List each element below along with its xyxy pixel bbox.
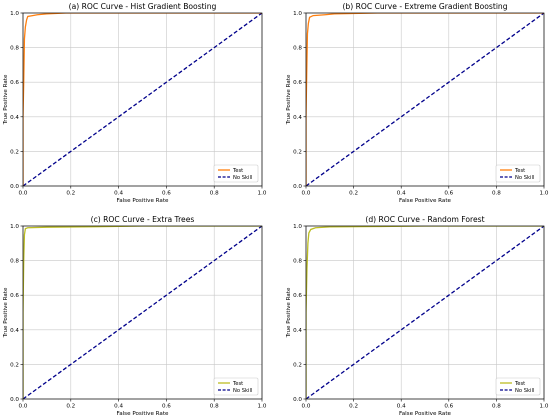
x-tick-label: 1.0	[258, 191, 267, 197]
x-axis-label: False Positive Rate	[117, 411, 170, 417]
y-tick-label: 0.2	[10, 149, 19, 155]
no-skill-line	[306, 226, 544, 399]
x-tick-label: 0.0	[302, 404, 311, 410]
test-roc-line	[23, 13, 262, 186]
y-tick-label: 0.0	[10, 397, 19, 403]
x-tick-label: 0.4	[114, 191, 123, 197]
chart-panel-2: 0.0 0.2 0.4 0.6 0.8 1.0 0.0 0.2 0.4 0.6 0.8 1.0 (b) …	[286, 2, 549, 204]
y-tick-label: 0.0	[293, 397, 302, 403]
x-tick-label: 0.8	[492, 404, 501, 410]
legend-label: No Skill	[515, 388, 534, 394]
legend-label: Test	[232, 168, 243, 174]
legend-box	[213, 164, 259, 183]
legend-label: No Skill	[233, 388, 252, 394]
y-axis-label: True Positive Rate	[3, 74, 9, 125]
y-tick-label: 0.2	[10, 362, 19, 368]
axes-frame	[22, 12, 263, 187]
x-tick-label: 0.0	[19, 404, 28, 410]
x-tick-label: 0.6	[444, 404, 453, 410]
y-tick-label: 0.2	[293, 149, 302, 155]
y-axis-label: True Positive Rate	[286, 287, 292, 338]
y-tick-label: 0.4	[10, 115, 19, 121]
x-tick-label: 0.6	[162, 191, 171, 197]
chart-title: (d) ROC Curve - Random Forest	[365, 215, 484, 224]
y-tick-label: 1.0	[293, 11, 302, 17]
x-tick-label: 0.8	[210, 404, 219, 410]
axes-frame	[305, 225, 545, 400]
y-axis-label: True Positive Rate	[286, 74, 292, 125]
y-axis-label: True Positive Rate	[3, 287, 9, 338]
x-tick-label: 0.2	[66, 404, 75, 410]
y-tick-label: 0.0	[293, 184, 302, 190]
y-tick-label: 1.0	[10, 11, 19, 17]
x-tick-label: 0.2	[66, 191, 75, 197]
plot-area	[23, 13, 262, 186]
x-tick-label: 0.0	[19, 191, 28, 197]
x-tick-label: 0.2	[349, 404, 358, 410]
y-tick-label: 0.6	[10, 293, 19, 299]
axes-frame	[22, 225, 263, 400]
test-roc-line	[306, 13, 544, 186]
x-tick-label: 0.8	[492, 191, 501, 197]
legend-box	[213, 377, 259, 396]
axes-frame	[305, 12, 545, 187]
x-tick-label: 0.0	[302, 191, 311, 197]
y-tick-label: 1.0	[293, 224, 302, 230]
x-axis-label: False Positive Rate	[117, 198, 170, 204]
legend-label: Test	[514, 381, 525, 387]
x-tick-label: 1.0	[540, 191, 549, 197]
x-tick-label: 0.2	[349, 191, 358, 197]
chart-title: (c) ROC Curve - Extra Trees	[91, 215, 195, 224]
y-tick-label: 0.8	[10, 259, 19, 265]
legend-label: Test	[514, 168, 525, 174]
y-tick-label: 0.4	[10, 328, 19, 334]
x-axis-label: False Positive Rate	[399, 411, 452, 417]
y-tick-label: 0.4	[293, 115, 302, 121]
chart-panel-1: 0.0 0.2 0.4 0.6 0.8 1.0 0.0 0.2 0.4 0.6 0.8 1.0 (a) …	[3, 2, 267, 204]
no-skill-line	[306, 13, 544, 186]
y-tick-label: 0.2	[293, 362, 302, 368]
y-tick-label: 0.6	[10, 80, 19, 86]
chart-title: (b) ROC Curve - Extreme Gradient Boostin…	[342, 2, 507, 11]
y-tick-label: 0.6	[293, 293, 302, 299]
x-tick-label: 0.6	[162, 404, 171, 410]
y-tick-label: 0.6	[293, 80, 302, 86]
y-tick-label: 0.8	[293, 46, 302, 52]
x-tick-label: 1.0	[258, 404, 267, 410]
legend-label: No Skill	[233, 175, 252, 181]
y-tick-label: 0.0	[10, 184, 19, 190]
plot-area	[23, 226, 262, 399]
legend-label: Test	[232, 381, 243, 387]
x-axis-label: False Positive Rate	[399, 198, 452, 204]
x-tick-label: 0.6	[444, 191, 453, 197]
chart-title: (a) ROC Curve - Hist Gradient Boosting	[69, 2, 217, 11]
y-tick-label: 0.8	[10, 46, 19, 52]
y-tick-label: 0.4	[293, 328, 302, 334]
y-tick-label: 0.8	[293, 259, 302, 265]
y-tick-label: 1.0	[10, 224, 19, 230]
x-tick-label: 0.4	[397, 191, 406, 197]
chart-panel-4: 0.0 0.2 0.4 0.6 0.8 1.0 0.0 0.2 0.4 0.6 0.8 1.0 (d) …	[286, 215, 549, 417]
legend-box	[495, 377, 541, 396]
chart-panel-3: 0.0 0.2 0.4 0.6 0.8 1.0 0.0 0.2 0.4 0.6 0.8 1.0 (c) …	[3, 215, 267, 417]
x-tick-label: 0.4	[114, 404, 123, 410]
x-tick-label: 0.8	[210, 191, 219, 197]
legend-label: No Skill	[515, 175, 534, 181]
x-tick-label: 1.0	[540, 404, 549, 410]
x-tick-label: 0.4	[397, 404, 406, 410]
legend-box	[495, 164, 541, 183]
